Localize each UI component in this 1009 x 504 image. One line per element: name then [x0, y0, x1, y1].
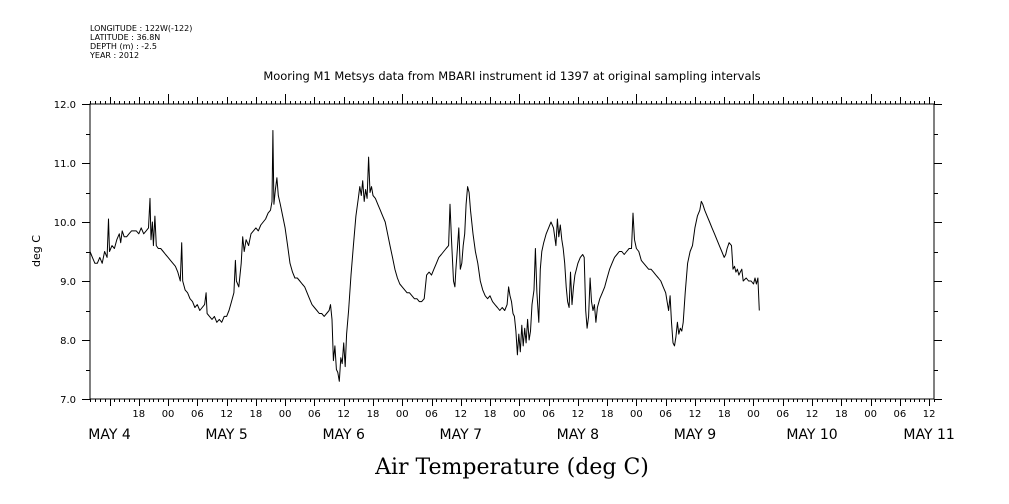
x-day-label: MAY 8 — [557, 427, 599, 443]
x-tick-label: 18 — [835, 409, 848, 420]
y-tick-label: 10.0 — [54, 218, 76, 229]
metadata-depth: DEPTH (m) : -2.5 — [90, 42, 157, 51]
x-day-label: MAY 7 — [440, 427, 482, 443]
data-series — [89, 130, 760, 382]
x-tick-label: 00 — [747, 409, 760, 420]
x-day-label: MAY 6 — [322, 427, 365, 443]
y-axis-label: deg C — [30, 235, 43, 267]
x-day-label: MAY 10 — [786, 427, 837, 443]
y-tick-label: 7.0 — [60, 395, 76, 406]
y-tick-label: 9.0 — [60, 277, 76, 288]
x-tick-label: 12 — [689, 409, 702, 420]
x-tick-label: 00 — [864, 409, 877, 420]
y-tick-label: 12.0 — [54, 100, 76, 111]
x-day-label: MAY 5 — [205, 427, 247, 443]
x-day-label: MAY 4 — [88, 427, 131, 443]
x-tick-label: 18 — [250, 409, 263, 420]
x-tick-label: 00 — [396, 409, 409, 420]
metadata-year: YEAR : 2012 — [89, 51, 139, 60]
x-tick-label: 06 — [191, 409, 204, 420]
x-tick-label: 12 — [454, 409, 467, 420]
chart-title: Mooring M1 Metsys data from MBARI instru… — [263, 69, 760, 83]
y-tick-label: 11.0 — [54, 159, 76, 170]
x-tick-label: 00 — [513, 409, 526, 420]
x-tick-label: 06 — [659, 409, 672, 420]
x-tick-label: 06 — [425, 409, 438, 420]
y-tick-label: 8.0 — [60, 336, 76, 347]
x-tick-label: 00 — [162, 409, 175, 420]
x-tick-label: 12 — [923, 409, 936, 420]
x-tick-label: 12 — [220, 409, 233, 420]
x-tick-label: 06 — [308, 409, 321, 420]
x-tick-label: 06 — [893, 409, 906, 420]
x-tick-label: 00 — [279, 409, 292, 420]
x-tick-label: 18 — [132, 409, 145, 420]
x-tick-label: 06 — [542, 409, 555, 420]
x-day-label: MAY 11 — [903, 427, 954, 443]
x-tick-label: 00 — [630, 409, 643, 420]
x-tick-label: 18 — [484, 409, 497, 420]
x-tick-label: 06 — [776, 409, 789, 420]
x-day-label: MAY 9 — [674, 427, 716, 443]
series-line — [89, 130, 760, 382]
x-tick-label: 18 — [601, 409, 614, 420]
metadata-longitude: LONGITUDE : 122W(-122) — [90, 24, 192, 33]
plot-frame — [89, 103, 935, 400]
metadata-block: LONGITUDE : 122W(-122) LATITUDE : 36.8N … — [89, 24, 192, 60]
x-axis-label: Air Temperature (deg C) — [374, 455, 649, 480]
x-tick-label: 18 — [367, 409, 380, 420]
metadata-latitude: LATITUDE : 36.8N — [90, 33, 160, 42]
x-tick-label: 12 — [337, 409, 350, 420]
x-tick-label: 12 — [571, 409, 584, 420]
x-tick-label: 18 — [718, 409, 731, 420]
axis-ticks: 7.0 8.0 9.0 10.0 11.0 12.0 18 00 06 12 18 00 06 12 18 0… — [54, 94, 955, 443]
x-tick-label: 12 — [806, 409, 819, 420]
